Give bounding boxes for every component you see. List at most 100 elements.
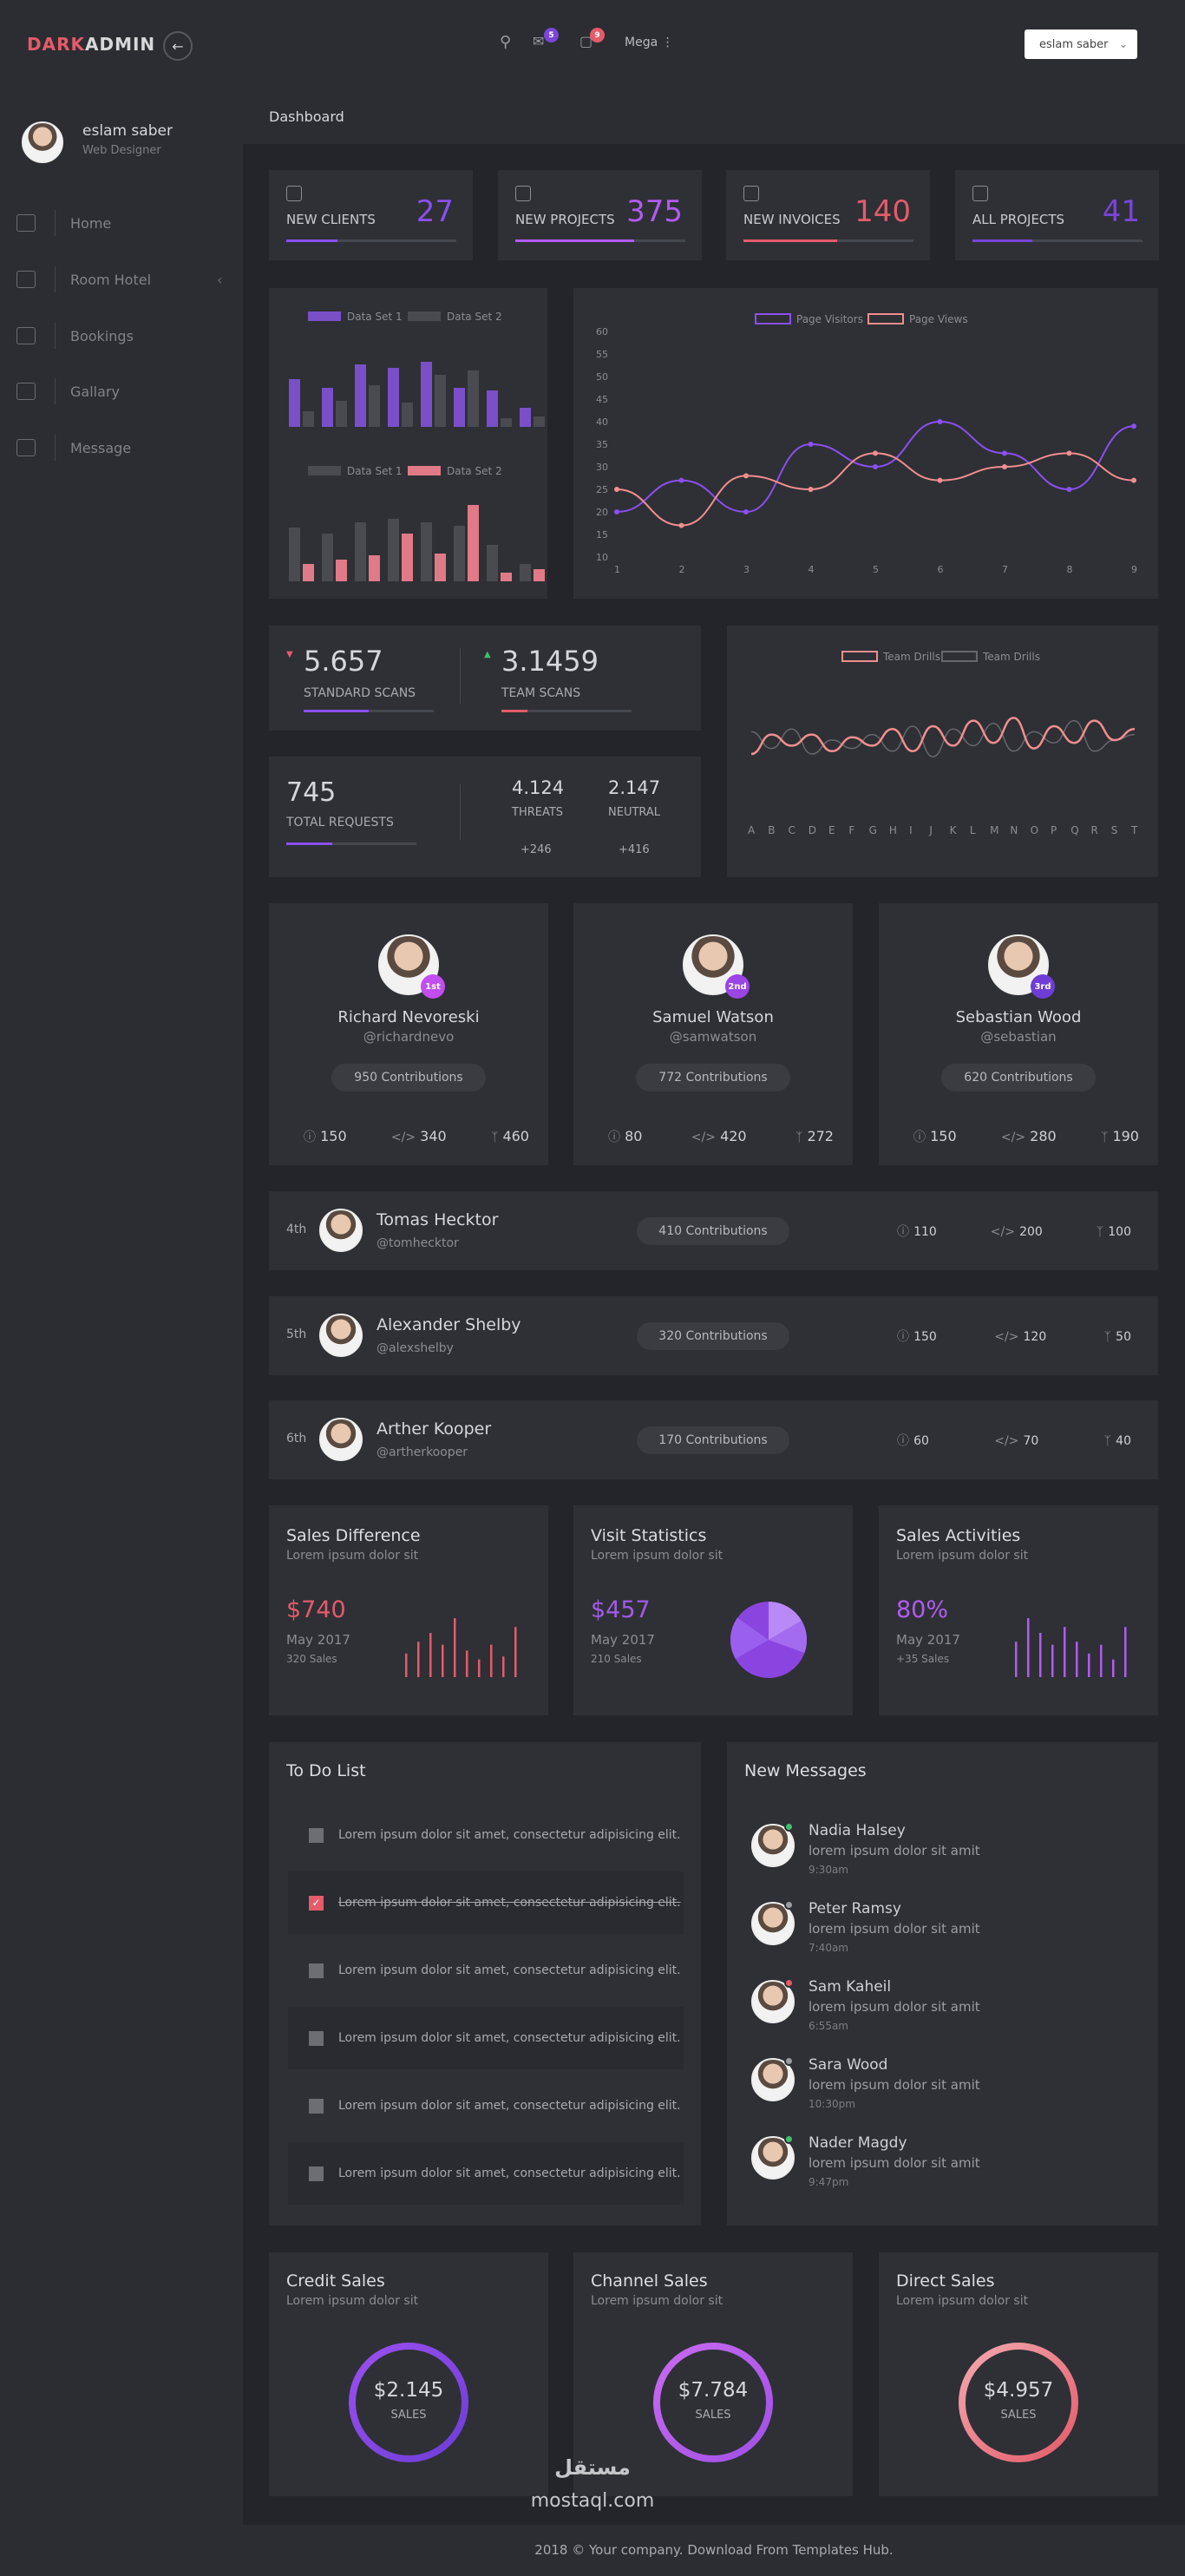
donut-card[interactable]: Credit Sales Lorem ipsum dolor sit $2.14… [269,2252,548,2496]
sidebar-item-room-hotel[interactable]: Room Hotel ‹ [0,262,243,297]
stat-progress [743,239,913,242]
message-item[interactable]: Nader Magdy lorem ipsum dolor sit amit 9… [751,2134,1159,2204]
data-point[interactable] [678,477,684,483]
stat-icon [515,186,531,201]
contributions-pill: 320 Contributions [637,1322,789,1350]
top-contributor-card[interactable]: 3rd Sebastian Wood @sebastian 620 Contri… [879,903,1158,1165]
rank: 4th [286,1222,307,1236]
bar [388,519,399,581]
data-point[interactable] [937,419,943,424]
logo[interactable]: DARKADMIN [27,34,156,55]
todo-checkbox[interactable] [309,2166,324,2181]
contributor-name: Richard Nevoreski [337,1008,480,1026]
contributor-stats: ⓘ 150 </> 340 ᛉ 460 [304,1128,529,1144]
donut-card[interactable]: Channel Sales Lorem ipsum dolor sit $7.7… [573,2252,853,2496]
bar-chart-top: Data Set 1 Data Set 2 [289,311,545,427]
legend-label: Page Visitors [796,313,863,325]
todo-checkbox[interactable] [309,2098,324,2114]
data-point[interactable] [743,509,749,515]
legend-label: Team Drills [882,651,940,663]
data-point[interactable] [1002,464,1007,469]
sales-card[interactable]: Sales Activities Lorem ipsum dolor sit 8… [879,1505,1158,1715]
todo-text: Lorem ipsum dolor sit amet, consectetur … [338,1963,681,1977]
todo-item[interactable]: Lorem ipsum dolor sit amet, consectetur … [288,2007,684,2069]
message-time: 7:40am [809,1942,848,1954]
x-tick-label: N [1010,824,1018,836]
avatar[interactable] [22,121,63,163]
search-icon[interactable]: ⚲ [500,33,512,51]
stat-value: 27 [416,194,454,229]
todo-item[interactable]: ✓ Lorem ipsum dolor sit amet, consectetu… [288,1871,684,1934]
issue-icon: ⓘ [897,1225,909,1239]
todo-checkbox[interactable] [309,1827,324,1843]
contributor-name: Tomas Hecktor [376,1210,499,1229]
sales-date: May 2017 [591,1632,655,1648]
donut-label: SALES [695,2409,731,2422]
code-icon: </> [994,1434,1019,1448]
legend-swatch [408,466,441,475]
contributor-row[interactable]: 5th Alexander Shelby @alexshelby 320 Con… [269,1296,1158,1375]
data-point[interactable] [1066,450,1072,456]
data-point[interactable] [1002,450,1007,456]
bar [322,388,333,427]
stat-card[interactable]: NEW PROJECTS 375 [498,170,702,260]
data-point[interactable] [937,477,943,483]
stat-card[interactable]: NEW INVOICES 140 [726,170,930,260]
bar [487,390,498,427]
data-point[interactable] [678,522,684,528]
todo-item[interactable]: Lorem ipsum dolor sit amet, consectetur … [288,1939,684,2002]
top-contributor-card[interactable]: 1st Richard Nevoreski @richardnevo 950 C… [269,903,548,1165]
data-point[interactable] [873,450,878,456]
mega-menu[interactable]: Mega ⋮ [625,36,674,49]
todo-item[interactable]: Lorem ipsum dolor sit amet, consectetur … [288,2142,684,2205]
todo-checkbox[interactable]: ✓ [309,1895,324,1911]
user-dropdown[interactable]: eslam saber ⌄ [1025,29,1137,59]
sidebar-item-bookings[interactable]: Bookings [0,318,243,353]
data-point[interactable] [1066,487,1072,492]
legend-label: Data Set 2 [447,465,502,477]
todo-item[interactable]: Lorem ipsum dolor sit amet, consectetur … [288,1804,684,1866]
data-point[interactable] [1131,423,1136,429]
sidebar-item-gallary[interactable]: Gallary [0,374,243,409]
data-point[interactable] [873,464,878,469]
y-tick-label: 50 [596,371,608,383]
data-point[interactable] [808,442,814,447]
contributor-stats: ⓘ 80 </> 420 ᛉ 272 [608,1128,834,1144]
message-item[interactable]: Nadia Halsey lorem ipsum dolor sit amit … [751,1822,1159,1891]
sales-card[interactable]: Visit Statistics Lorem ipsum dolor sit $… [573,1505,853,1715]
series-line-views [616,452,1135,527]
sidebar-item-home[interactable]: Home [0,206,243,240]
message-item[interactable]: Peter Ramsy lorem ipsum dolor sit amit 7… [751,1900,1159,1970]
stat-value: 140 [854,194,911,229]
sales-date: May 2017 [286,1632,350,1648]
data-point[interactable] [743,473,749,479]
code-icon: </> [390,1131,416,1144]
stat-value: 41 [1102,194,1140,229]
data-point[interactable] [614,487,619,492]
message-item[interactable]: Sam Kaheil lorem ipsum dolor sit amit 6:… [751,1978,1159,2048]
message-item[interactable]: Sara Wood lorem ipsum dolor sit amit 10:… [751,2056,1159,2126]
rank-badge: 2nd [725,974,750,999]
cart-icon[interactable]: ▢ [579,33,593,49]
sales-card[interactable]: Sales Difference Lorem ipsum dolor sit $… [269,1505,548,1715]
stat-card[interactable]: NEW CLIENTS 27 [269,170,473,260]
donut-card[interactable]: Direct Sales Lorem ipsum dolor sit $4.95… [879,2252,1158,2496]
todo-checkbox[interactable] [309,1963,324,1978]
data-point[interactable] [614,509,619,515]
sidebar-item-message[interactable]: Message [0,430,243,465]
bar [355,364,366,427]
contributor-row[interactable]: 4th Tomas Hecktor @tomhecktor 410 Contri… [269,1191,1158,1270]
todo-checkbox[interactable] [309,2030,324,2046]
data-point[interactable] [808,487,814,492]
data-point[interactable] [1131,477,1136,483]
todo-item[interactable]: Lorem ipsum dolor sit amet, consectetur … [288,2075,684,2137]
top-contributor-card[interactable]: 2nd Samuel Watson @samwatson 772 Contrib… [573,903,853,1165]
bar [369,555,380,581]
contributor-row[interactable]: 6th Arther Kooper @artherkooper 170 Cont… [269,1400,1158,1479]
sidebar-toggle-button[interactable]: ← [163,31,193,61]
mini-bar [1051,1644,1054,1677]
stat-card[interactable]: ALL PROJECTS 41 [955,170,1159,260]
fork-icon: ᛉ [1103,1330,1112,1344]
page-visitors-line-chart: Page Visitors Page Views10152025303540455… [596,313,1137,575]
mail-icon[interactable]: ✉ [533,33,545,49]
